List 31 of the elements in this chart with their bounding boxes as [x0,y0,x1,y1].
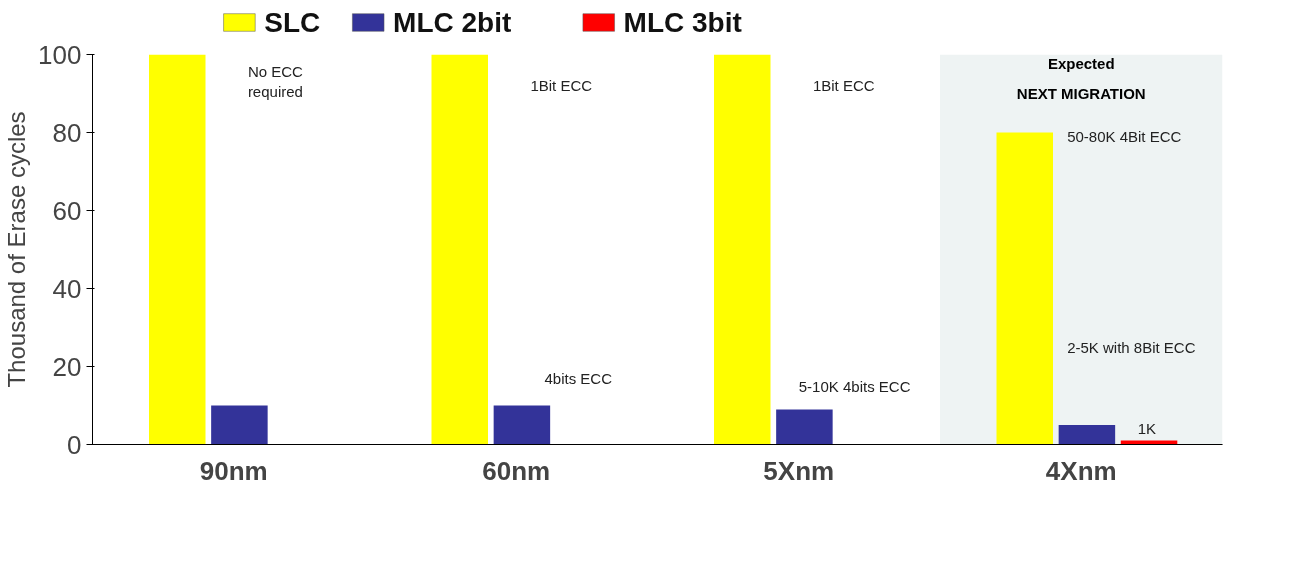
legend-label: SLC [264,7,321,38]
x-tick-label: 4Xnm [1045,455,1117,486]
annotation: 5-10K 4bits ECC [798,377,911,395]
x-tick-label: 5Xnm [763,455,835,486]
bar [211,405,268,445]
legend-label: MLC 3bit [623,7,742,38]
annotation: 1Bit ECC [530,77,593,95]
bar [493,405,551,445]
y-tick-label: 80 [52,117,82,148]
y-tick-label: 40 [52,273,82,304]
band-label: Expected NEXT MIGRATION [1016,54,1146,103]
bar [1058,425,1116,445]
annotation: 4bits ECC [544,369,613,387]
bar [996,132,1053,445]
annotation: 1K [1137,420,1157,438]
y-tick-label: 0 [67,429,82,460]
bar [149,54,206,445]
legend-label: MLC 2bit [393,7,512,38]
y-tick-label: 60 [52,195,82,226]
y-tick-label: 20 [52,351,82,382]
bar [714,54,771,445]
x-tick-label: 90nm [199,455,268,486]
y-axis-title: Thousand of Erase cycles [3,111,31,388]
annotation: 50-80K 4Bit ECC [1067,127,1182,145]
bar [776,409,833,445]
annotation: 2-5K with 8Bit ECC [1067,338,1196,356]
x-tick-label: 60nm [482,455,551,486]
bar [431,54,488,445]
annotation: 1Bit ECC [812,77,875,95]
y-tick-label: 100 [38,39,82,70]
annotation: No ECC required [247,63,304,101]
